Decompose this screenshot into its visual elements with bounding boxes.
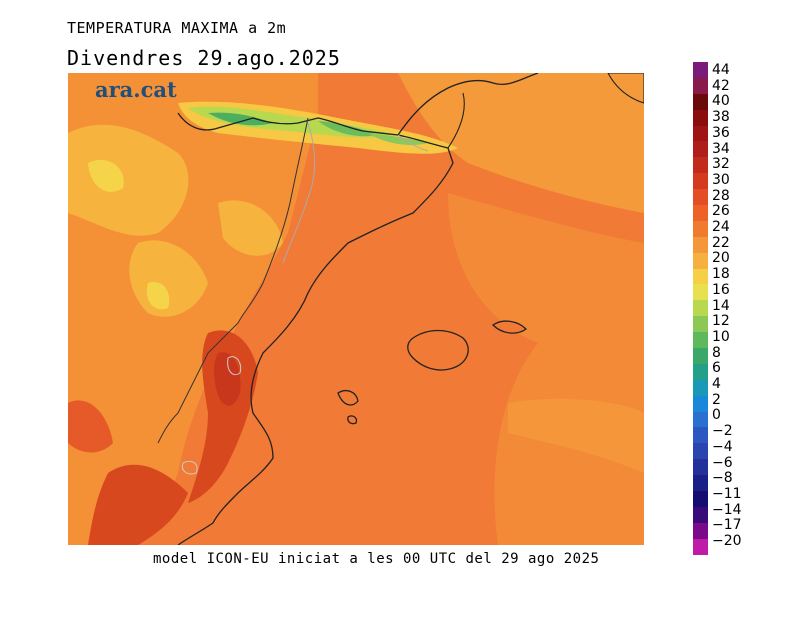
colorbar-segment [693,538,708,555]
colorbar-segment [693,395,708,412]
colorbar-label: −11 [712,485,742,502]
colorbar-segment [693,506,708,523]
colorbar-label: 0 [712,407,721,424]
colorbar-label: 2 [712,391,721,408]
colorbar-segment [693,157,708,174]
colorbar-label: 14 [712,297,730,314]
temperature-map [68,73,644,545]
colorbar-segment [693,491,708,507]
colorbar-label: −14 [712,501,742,518]
map-footer: model ICON-EU iniciat a les 00 UTC del 2… [153,551,600,567]
colorbar-segment [693,459,708,476]
colorbar-segment [693,220,708,237]
colorbar-label: 20 [712,250,730,267]
colorbar-label: 16 [712,281,730,298]
colorbar-segment [693,141,708,158]
colorbar-segment [693,379,708,396]
colorbar-label: 36 [712,124,730,141]
colorbar-segment [693,268,708,285]
colorbar-label: 26 [712,203,730,220]
colorbar-segment [693,77,708,94]
colorbar-segment [693,236,708,253]
colorbar-label: 42 [712,77,730,94]
colorbar [693,62,708,555]
colorbar-label: 32 [712,156,730,173]
colorbar-segment [693,125,708,142]
colorbar-segment [693,300,708,317]
colorbar-label: −6 [712,454,733,471]
colorbar-label: −17 [712,517,742,534]
colorbar-label: −4 [712,438,733,455]
colorbar-segment [693,427,708,444]
colorbar-label: 40 [712,93,730,110]
colorbar-label: −2 [712,423,733,440]
colorbar-segment [693,332,708,349]
map-title: TEMPERATURA MAXIMA a 2m [67,19,287,37]
colorbar-label: 24 [712,219,730,235]
map-date: Divendres 29.ago.2025 [67,46,341,70]
colorbar-segment [693,348,708,364]
colorbar-segment [693,62,708,78]
logo: ara.cat [95,77,177,102]
colorbar-segment [693,173,708,190]
colorbar-label: 4 [712,376,721,392]
colorbar-label: 30 [712,171,730,188]
colorbar-label: 38 [712,109,730,126]
colorbar-label: 28 [712,187,730,204]
colorbar-label: −8 [712,470,733,487]
colorbar-segment [693,475,708,492]
colorbar-label: 34 [712,140,730,157]
colorbar-label: −20 [712,533,742,549]
colorbar-label: 18 [712,266,730,283]
colorbar-segment [693,316,708,333]
colorbar-segment [693,411,708,428]
colorbar-segment [693,205,708,221]
colorbar-segment [693,284,708,301]
colorbar-segment [693,109,708,126]
colorbar-label: 6 [712,360,721,377]
colorbar-segment [693,93,708,110]
colorbar-label: 22 [712,234,730,251]
colorbar-segment [693,189,708,206]
colorbar-segment [693,522,708,539]
colorbar-label: 12 [712,313,730,330]
colorbar-label: 44 [712,62,730,78]
colorbar-segment [693,252,708,269]
colorbar-label: 10 [712,328,730,345]
colorbar-segment [693,363,708,380]
colorbar-segment [693,443,708,460]
colorbar-label: 8 [712,344,721,361]
